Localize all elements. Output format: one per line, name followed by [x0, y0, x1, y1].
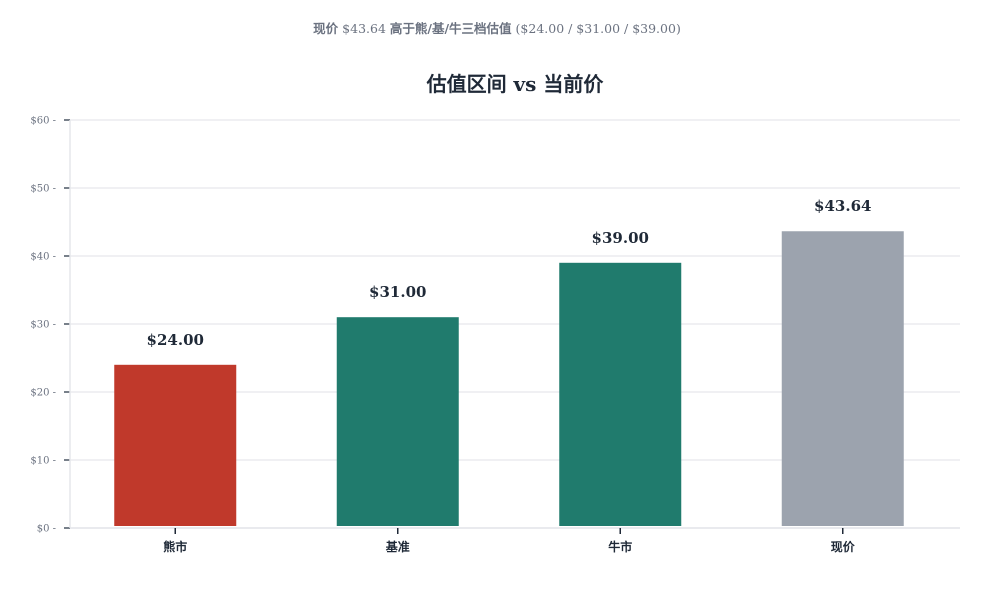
labels: $0 - $10 - $20 - $30 - $40 - $50 - $60 - 熊市 $24.…: [30, 116, 871, 555]
y-tick-label: $30 -: [30, 320, 56, 331]
x-tick-label: 基准: [385, 539, 410, 554]
x-tick-label: 现价: [831, 540, 856, 554]
subtitle-values: ($24.00 / $31.00 / $39.00): [516, 21, 681, 36]
x-tick-label: 牛市: [608, 539, 632, 554]
bar: [114, 364, 237, 526]
y-tick-label: $60 -: [30, 116, 56, 127]
y-tick-label: $40 -: [30, 252, 56, 263]
data-label: $39.00: [592, 229, 649, 247]
subtitle-mid: 高于熊/基/牛三档估值: [390, 21, 512, 36]
y-tick-label: $20 -: [30, 388, 56, 399]
y-tick-label: $0 -: [37, 524, 56, 535]
data-label: $24.00: [147, 331, 204, 349]
y-tick-label: $10 -: [30, 456, 56, 467]
data-label: $31.00: [369, 283, 426, 301]
bar: [559, 262, 682, 526]
subtitle-prefix: 现价: [313, 21, 339, 36]
chart-subtitle: 现价 $43.64 高于熊/基/牛三档估值 ($24.00 / $31.00 /…: [313, 21, 681, 36]
subtitle-price: $43.64: [342, 21, 386, 36]
bar: [781, 231, 904, 527]
axes: [64, 119, 960, 534]
chart-title: 估值区间 vs 当前价: [426, 72, 605, 96]
x-tick-label: 熊市: [163, 539, 187, 554]
data-label: $43.64: [814, 197, 871, 215]
y-tick-label: $50 -: [30, 184, 56, 195]
bar: [336, 317, 459, 526]
bars: [114, 231, 904, 527]
